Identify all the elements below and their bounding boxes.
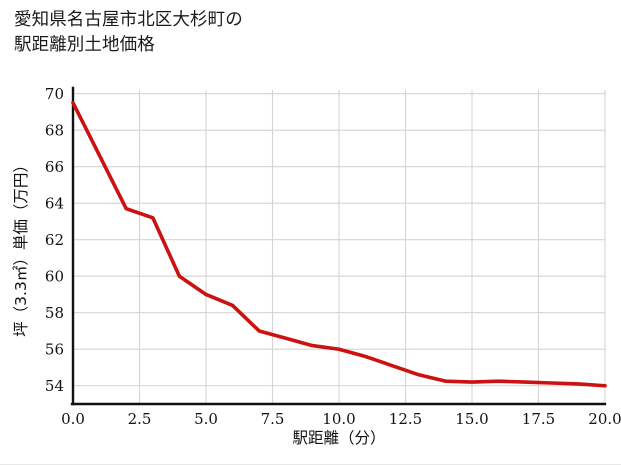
y-tick-label: 64 xyxy=(45,195,64,213)
x-tick-label: 0.0 xyxy=(61,410,85,428)
x-axis-title: 駅距離（分） xyxy=(292,429,385,447)
x-tick-label: 2.5 xyxy=(128,410,152,428)
y-tick-label: 56 xyxy=(45,341,64,359)
x-tick-label: 15.0 xyxy=(455,410,488,428)
data-line xyxy=(71,100,607,388)
page-title: 愛知県名古屋市北区大杉町の 駅距離別土地価格 xyxy=(14,10,243,55)
y-axis-tick-labels: 54 56 58 60 62 64 66 68 70 xyxy=(45,85,64,395)
x-tick-label: 7.5 xyxy=(261,410,285,428)
x-tick-label: 12.5 xyxy=(389,410,422,428)
y-tick-label: 70 xyxy=(45,85,64,103)
x-tick-label: 20.0 xyxy=(588,410,621,428)
y-tick-label: 68 xyxy=(45,122,64,140)
data-series-group xyxy=(71,100,607,388)
y-tick-label: 54 xyxy=(45,377,64,395)
x-tick-label: 5.0 xyxy=(194,410,218,428)
axis-spines xyxy=(70,86,607,406)
y-tick-label: 66 xyxy=(45,158,64,176)
x-tick-label: 10.0 xyxy=(322,410,355,428)
y-tick-label: 58 xyxy=(45,304,64,322)
x-axis-tick-labels: 0.0 2.5 5.0 7.5 10.0 12.5 15.0 17.5 20.0 xyxy=(61,410,621,428)
vertical-gridlines xyxy=(72,90,606,404)
y-axis-title: 坪（3.3㎡）単価（万円） xyxy=(12,157,30,337)
y-tick-label: 60 xyxy=(45,268,64,286)
y-tick-label: 62 xyxy=(45,231,64,249)
x-tick-label: 17.5 xyxy=(522,410,555,428)
